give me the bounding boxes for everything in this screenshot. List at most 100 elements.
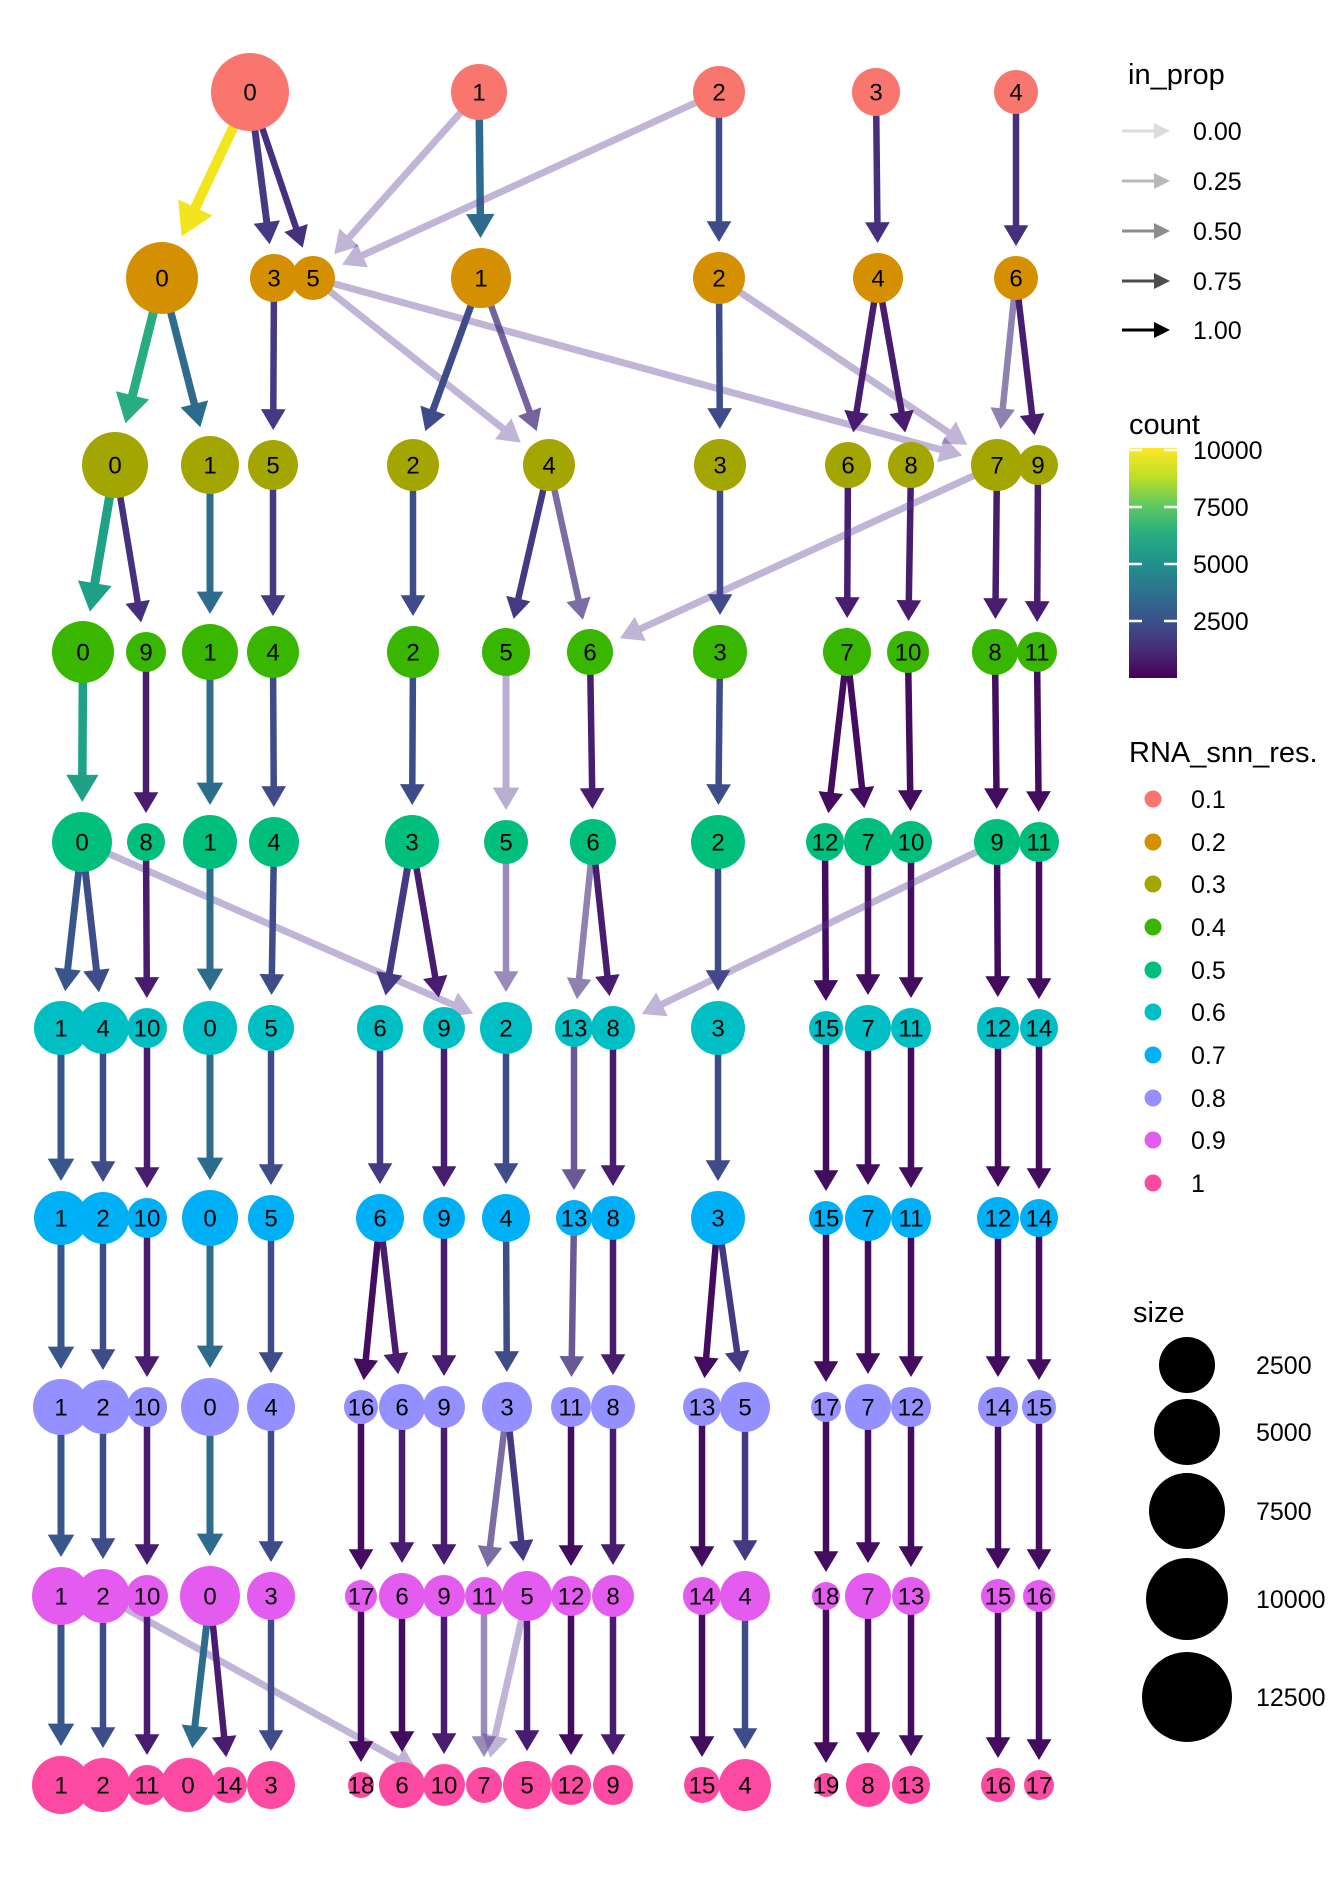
cluster-node-res1-8: 8 — [846, 1763, 890, 1807]
cluster-node-label: 10 — [134, 1583, 161, 1610]
resolution-dot — [1144, 875, 1162, 893]
edge — [846, 673, 875, 809]
cluster-node-label: 4 — [871, 265, 884, 292]
cluster-node-label: 6 — [395, 1772, 408, 1799]
cluster-node-res0.6-13: 13 — [555, 1009, 593, 1047]
cluster-node-label: 10 — [898, 829, 925, 856]
cluster-node-res0.5-10: 10 — [890, 821, 932, 863]
cluster-node-res0.9-4: 4 — [720, 1571, 770, 1621]
nodes-layer: 0 1 2 3 40 3 5 1 2 4 60 1 5 2 4 3 6 8 7 90 9 1 4 2 5 6 3 7 10 8 110 8 1 4… — [32, 53, 1059, 1814]
cluster-node-label: 5 — [520, 1772, 533, 1799]
cluster-node-res0.6-8: 8 — [591, 1006, 635, 1050]
cluster-node-circle — [180, 1566, 240, 1626]
cluster-node-label: 7 — [861, 1394, 874, 1421]
edge — [706, 116, 732, 242]
edge — [116, 495, 150, 623]
edge — [813, 1420, 839, 1572]
cluster-node-circle — [387, 439, 439, 491]
cluster-node-circle — [247, 1572, 295, 1620]
cluster-node-circle — [691, 1191, 745, 1245]
cluster-node-label: 5 — [264, 1205, 277, 1232]
cluster-node-res0.4-6: 6 — [567, 629, 613, 675]
cluster-node-circle — [972, 629, 1018, 675]
cluster-node-circle — [693, 625, 747, 679]
edge — [115, 309, 159, 424]
cluster-node-label: 10 — [134, 1015, 161, 1042]
cluster-node-res0.9-13: 13 — [892, 1577, 930, 1615]
cluster-node-circle — [503, 1761, 551, 1809]
resolution-item-label: 0.6 — [1191, 999, 1226, 1027]
edge — [47, 1243, 75, 1369]
cluster-node-label: 3 — [405, 829, 418, 856]
edge — [196, 1434, 224, 1556]
cluster-node-label: 6 — [1009, 265, 1022, 292]
resolution-item-label: 1 — [1191, 1170, 1205, 1198]
cluster-node-label: 10 — [134, 1394, 161, 1421]
resolution-item: 1 — [1144, 1170, 1205, 1198]
size-item: 7500 — [1149, 1473, 1312, 1549]
cluster-node-circle — [357, 1005, 403, 1051]
cluster-node-circle — [693, 66, 745, 118]
cluster-node-circle — [720, 1571, 770, 1621]
cluster-node-label: 12 — [985, 1015, 1012, 1042]
cluster-node-circle — [423, 1386, 465, 1428]
cluster-node-label: 1 — [54, 1205, 67, 1232]
edge — [178, 123, 239, 237]
edge — [389, 1428, 415, 1563]
cluster-node-label: 14 — [1026, 1015, 1053, 1042]
edge — [342, 98, 699, 268]
in-prop-legend: in_prop 0.00 0.25 0.50 0.75 1.00 — [1122, 59, 1242, 345]
cluster-node-res0.4-10: 10 — [887, 631, 929, 673]
cluster-node-res0.1-1: 1 — [451, 64, 507, 120]
cluster-node-label: 7 — [840, 639, 853, 666]
edge — [379, 1239, 409, 1375]
edge — [261, 675, 287, 808]
cluster-node-label: 13 — [689, 1394, 716, 1421]
cluster-node-label: 11 — [135, 1772, 160, 1799]
cluster-node-res0.3-1: 1 — [181, 436, 239, 494]
cluster-node-label: 6 — [841, 452, 854, 479]
cluster-node-res0.8-3: 3 — [482, 1382, 532, 1432]
cluster-node-circle — [683, 1577, 721, 1615]
cluster-node-res0.6-2: 2 — [480, 1002, 532, 1054]
cluster-node-label: 3 — [711, 1015, 724, 1042]
edge — [90, 1432, 116, 1559]
resolution-dot — [1144, 918, 1162, 936]
cluster-node-circle — [126, 632, 166, 672]
cluster-node-label: 15 — [813, 1205, 840, 1232]
cluster-node-res0.5-7: 7 — [844, 818, 892, 866]
cluster-node-circle — [465, 1577, 503, 1615]
cluster-node-circle — [356, 1194, 404, 1242]
cluster-node-res0.9-5: 5 — [502, 1571, 552, 1621]
cluster-node-circle — [974, 819, 1020, 865]
size-dot — [1159, 1337, 1215, 1393]
cluster-node-circle — [502, 1571, 552, 1621]
cluster-node-circle — [591, 1385, 635, 1429]
cluster-node-label: 12 — [812, 829, 839, 856]
cluster-node-res0.5-8: 8 — [127, 823, 165, 861]
edge — [260, 488, 286, 616]
cluster-node-circle — [480, 1002, 532, 1054]
edge — [705, 1053, 731, 1181]
edge — [492, 674, 520, 810]
edge — [619, 471, 977, 641]
cluster-node-circle — [127, 1198, 167, 1238]
cluster-node-label: 19 — [813, 1772, 840, 1799]
edge — [898, 1613, 924, 1756]
cluster-node-res0.5-4: 4 — [249, 817, 299, 867]
cluster-node-label: 7 — [477, 1772, 490, 1799]
cluster-node-label: 0 — [76, 639, 89, 666]
cluster-node-res0.9-3: 3 — [247, 1572, 295, 1620]
cluster-node-label: 9 — [437, 1394, 450, 1421]
size-dot — [1146, 1558, 1228, 1640]
edge — [566, 862, 595, 1000]
resolution-item: 0.3 — [1144, 871, 1226, 899]
cluster-node-res0.7-12: 12 — [977, 1197, 1019, 1239]
edge — [1003, 112, 1029, 246]
edge — [251, 128, 280, 245]
size-item: 5000 — [1154, 1399, 1312, 1465]
cluster-node-circle — [1023, 1580, 1055, 1612]
cluster-node-label: 2 — [96, 1394, 109, 1421]
edge — [897, 670, 923, 812]
cluster-node-label: 9 — [437, 1205, 450, 1232]
